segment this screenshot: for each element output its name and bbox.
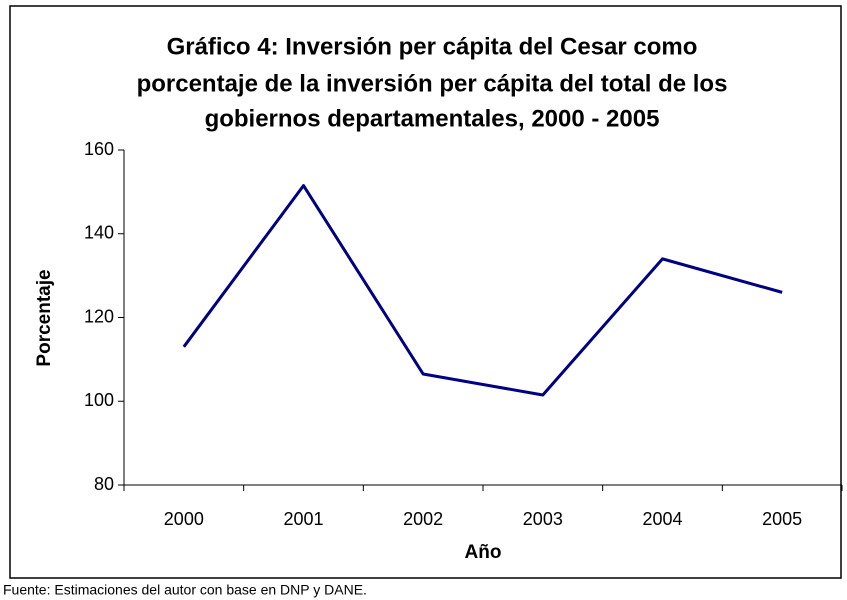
- y-axis-label: Porcentaje: [34, 269, 55, 366]
- y-tick-label: 120: [84, 306, 114, 326]
- y-tick-label: 160: [84, 139, 114, 159]
- chart-title: Gráfico 4: Inversión per cápita del Cesa…: [167, 33, 698, 60]
- y-tick-label: 80: [94, 474, 114, 494]
- source-note: Fuente: Estimaciones del autor con base …: [3, 582, 367, 598]
- y-tick-label: 140: [84, 223, 114, 243]
- x-tick-label: 2002: [403, 509, 443, 529]
- x-axis-label: Año: [465, 542, 502, 563]
- x-tick-label: 2003: [523, 509, 563, 529]
- chart-title: porcentaje de la inversión per cápita de…: [137, 70, 728, 97]
- x-tick-label: 2001: [283, 509, 323, 529]
- chart-title: gobiernos departamentales, 2000 - 2005: [205, 105, 660, 132]
- chart-frame: [9, 5, 842, 579]
- x-tick-label: 2005: [762, 509, 802, 529]
- x-tick-label: 2000: [164, 509, 204, 529]
- y-tick-label: 100: [84, 390, 114, 410]
- x-tick-label: 2004: [642, 509, 682, 529]
- data-line: [182, 184, 783, 397]
